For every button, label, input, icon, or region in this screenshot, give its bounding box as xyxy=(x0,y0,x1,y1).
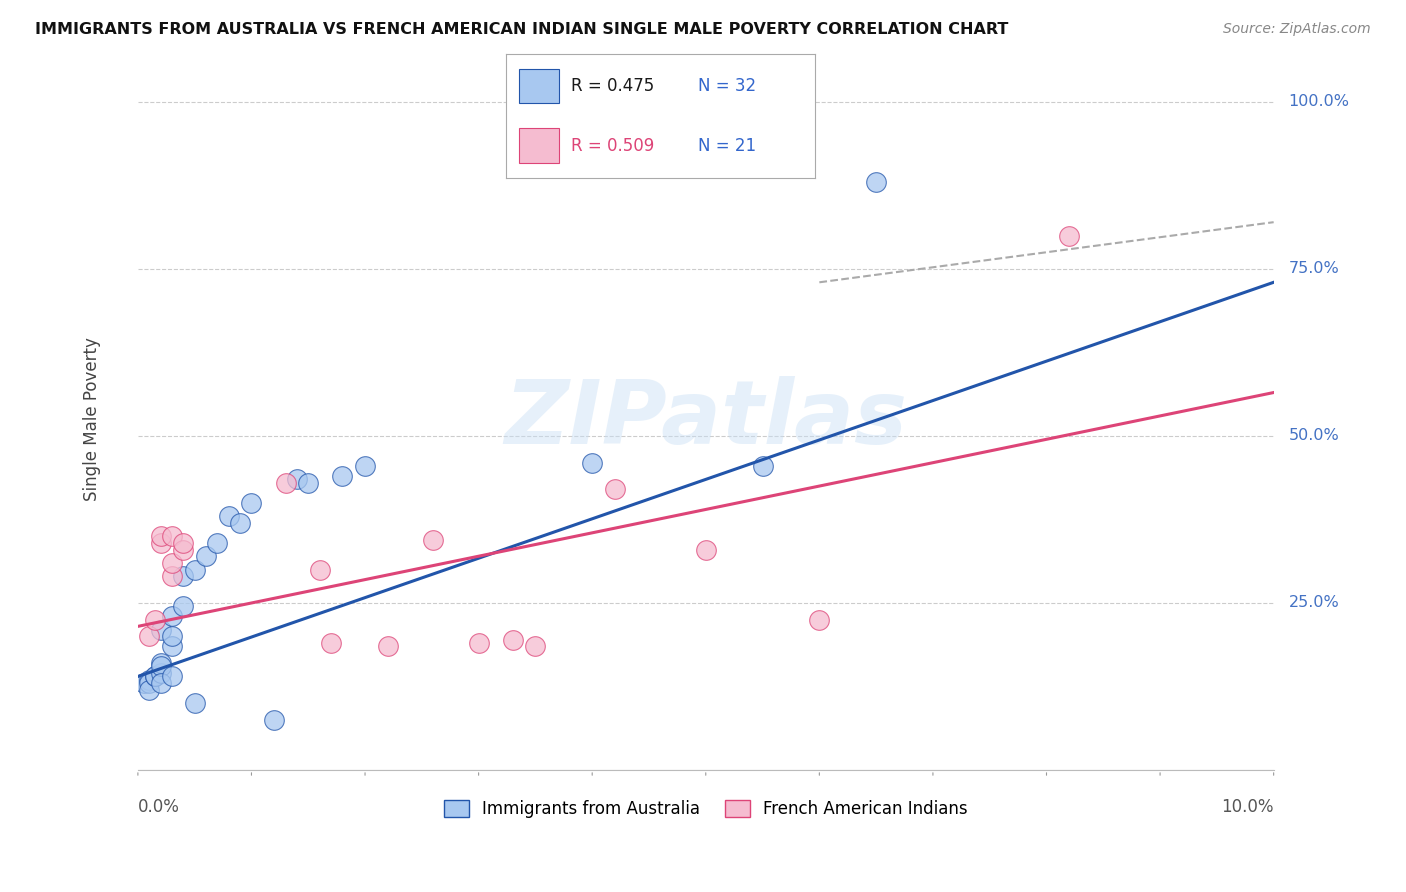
Text: 0.0%: 0.0% xyxy=(138,798,180,816)
Point xyxy=(143,669,166,683)
Point xyxy=(172,599,194,614)
Point xyxy=(195,549,218,564)
Point xyxy=(160,569,183,583)
Point xyxy=(274,475,297,490)
Point xyxy=(422,533,444,547)
Point xyxy=(183,563,205,577)
Point xyxy=(751,458,773,473)
Point xyxy=(581,456,603,470)
Point xyxy=(160,629,183,643)
Point xyxy=(149,536,172,550)
Point xyxy=(240,496,263,510)
Point xyxy=(695,542,717,557)
Point xyxy=(160,529,183,543)
Point xyxy=(308,563,330,577)
Point xyxy=(149,656,172,670)
Text: N = 21: N = 21 xyxy=(697,137,756,155)
Point xyxy=(149,676,172,690)
Point xyxy=(149,623,172,637)
Text: ZIPatlas: ZIPatlas xyxy=(505,376,907,463)
Text: 75.0%: 75.0% xyxy=(1288,261,1339,277)
Point xyxy=(377,640,399,654)
Text: 100.0%: 100.0% xyxy=(1288,95,1350,110)
Text: 50.0%: 50.0% xyxy=(1288,428,1339,443)
Point xyxy=(172,542,194,557)
Point xyxy=(143,669,166,683)
Point xyxy=(603,483,626,497)
Bar xyxy=(519,128,558,163)
Point xyxy=(149,659,172,673)
Point xyxy=(160,609,183,624)
Point xyxy=(183,696,205,710)
Point xyxy=(1057,228,1080,243)
Point xyxy=(218,509,240,524)
Point xyxy=(138,629,160,643)
Point xyxy=(502,632,524,647)
Text: N = 32: N = 32 xyxy=(697,77,756,95)
Point xyxy=(330,469,353,483)
Point xyxy=(138,676,160,690)
Text: 10.0%: 10.0% xyxy=(1222,798,1274,816)
Point xyxy=(467,636,489,650)
Point xyxy=(149,666,172,681)
Point xyxy=(172,569,194,583)
Point xyxy=(524,640,547,654)
Point xyxy=(229,516,252,530)
Point xyxy=(263,713,285,727)
Point xyxy=(160,669,183,683)
Point xyxy=(160,640,183,654)
Point xyxy=(172,536,194,550)
Point xyxy=(808,613,831,627)
Bar xyxy=(519,69,558,103)
Text: IMMIGRANTS FROM AUSTRALIA VS FRENCH AMERICAN INDIAN SINGLE MALE POVERTY CORRELAT: IMMIGRANTS FROM AUSTRALIA VS FRENCH AMER… xyxy=(35,22,1008,37)
Point xyxy=(285,472,308,486)
Text: R = 0.475: R = 0.475 xyxy=(571,77,654,95)
Text: R = 0.509: R = 0.509 xyxy=(571,137,654,155)
Point xyxy=(207,536,229,550)
Point xyxy=(319,636,342,650)
Legend: Immigrants from Australia, French American Indians: Immigrants from Australia, French Americ… xyxy=(437,793,974,825)
Point xyxy=(865,175,887,189)
Point xyxy=(160,556,183,570)
Point xyxy=(138,682,160,697)
Text: Source: ZipAtlas.com: Source: ZipAtlas.com xyxy=(1223,22,1371,37)
Point xyxy=(143,613,166,627)
Point xyxy=(138,673,160,687)
Text: 25.0%: 25.0% xyxy=(1288,596,1339,610)
Point xyxy=(297,475,319,490)
Point xyxy=(354,458,377,473)
Point xyxy=(132,676,155,690)
Point xyxy=(149,529,172,543)
Text: Single Male Poverty: Single Male Poverty xyxy=(83,337,101,501)
